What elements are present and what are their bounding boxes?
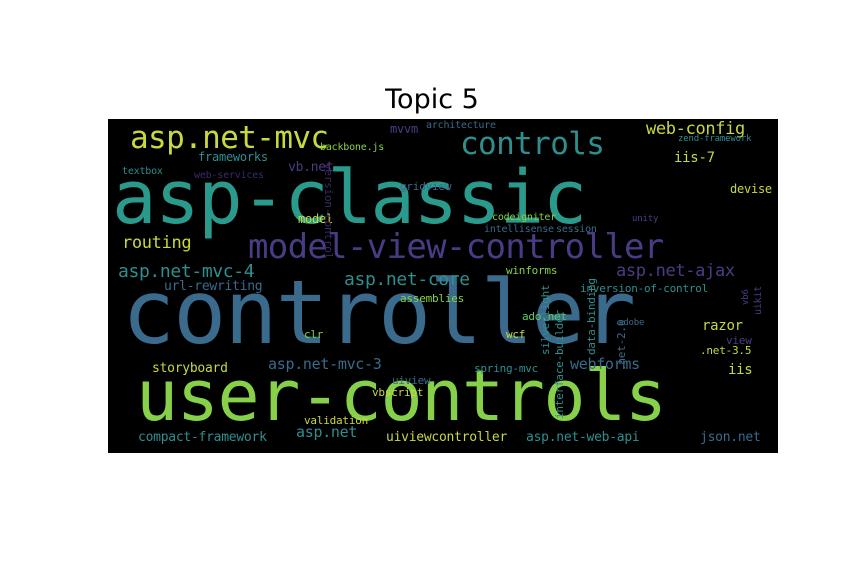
word-compact-framework: compact-framework xyxy=(138,430,267,445)
word-assemblies: assemblies xyxy=(400,292,465,305)
word-architecture: architecture xyxy=(426,120,496,131)
word-vb6: vb6 xyxy=(741,289,751,305)
word-gridview: gridview xyxy=(400,180,452,193)
word-asp-net-mvc-3: asp.net-mvc-3 xyxy=(268,355,382,373)
word-uiview: uiview xyxy=(392,374,431,387)
word-asp-net-web-api: asp.net-web-api xyxy=(526,430,640,445)
word-interface-builder: interface-builder xyxy=(553,310,566,419)
word-asp-net-ajax: asp.net-ajax xyxy=(616,261,735,281)
word-vbscript: vbscript xyxy=(372,386,424,399)
word-zend-framework: zend-framework xyxy=(678,134,752,144)
word-adobe: adobe xyxy=(618,318,645,328)
word-mvvm: mvvm xyxy=(390,122,418,136)
word-intellisense: intellisense xyxy=(484,224,554,235)
word-webforms: webforms xyxy=(570,355,640,373)
word-frameworks: frameworks xyxy=(198,150,268,164)
word-iis-7: iis-7 xyxy=(674,150,715,166)
word-asp-net-core: asp.net-core xyxy=(344,269,470,290)
chart-title: Topic 5 xyxy=(385,84,479,115)
word-razor: razor xyxy=(702,318,743,334)
word-web-config: web-config xyxy=(646,119,745,139)
word-uikit: uikit xyxy=(753,285,764,315)
word-session: session xyxy=(556,224,597,235)
word-net-2-0: version-control xyxy=(322,163,335,260)
word-spring-mvc: spring-mvc xyxy=(474,362,539,375)
word-url-rewriting: url-rewriting xyxy=(164,279,263,294)
word-net-3-5: .net-3.5 xyxy=(700,344,752,357)
word-web-services: .net-2.0 xyxy=(615,319,628,371)
word-controls: controls xyxy=(460,126,605,162)
word-json-net: json.net xyxy=(700,430,761,445)
word-vb-net: vb.net xyxy=(288,160,334,175)
word-uiviewcontroller: uiviewcontroller xyxy=(386,430,508,445)
word-unity: unity xyxy=(632,214,659,224)
word-textbox: textbox xyxy=(122,166,163,177)
word-ado-net: ado.net xyxy=(522,310,567,323)
word-data-binding: data-binding xyxy=(585,278,598,355)
word-inversion-of-control: inversion-of-control xyxy=(580,282,709,295)
word-version-control: web-services xyxy=(194,170,264,181)
word-codeigniter: codeigniter xyxy=(492,212,557,223)
word-validation: validation xyxy=(304,414,369,427)
word-model-view-controller: model-view-controller xyxy=(248,227,664,267)
word-controller: controller xyxy=(122,261,636,364)
word-cloud: asp-classic controller user-controls mod… xyxy=(108,119,778,453)
word-user-controls: user-controls xyxy=(136,355,667,437)
word-storyboard: storyboard xyxy=(152,361,228,376)
word-iis: iis xyxy=(728,362,753,378)
word-asp-classic: asp-classic xyxy=(112,155,587,241)
word-asp-net: asp.net xyxy=(296,423,358,441)
word-wcf: wcf xyxy=(506,328,526,341)
word-devise: devise xyxy=(730,182,772,196)
word-silverlight: silverlight xyxy=(539,284,552,355)
word-view: view xyxy=(726,334,752,347)
word-asp-net-mvc-4: asp.net-mvc-4 xyxy=(118,261,255,282)
word-model: model xyxy=(298,212,333,226)
word-backbone-js: backbone.js xyxy=(320,142,385,153)
word-asp-net-mvc: asp.net-mvc xyxy=(130,120,329,156)
word-routing: routing xyxy=(122,233,192,253)
word-clr: clr xyxy=(304,328,324,341)
word-winforms: winforms xyxy=(506,264,558,277)
